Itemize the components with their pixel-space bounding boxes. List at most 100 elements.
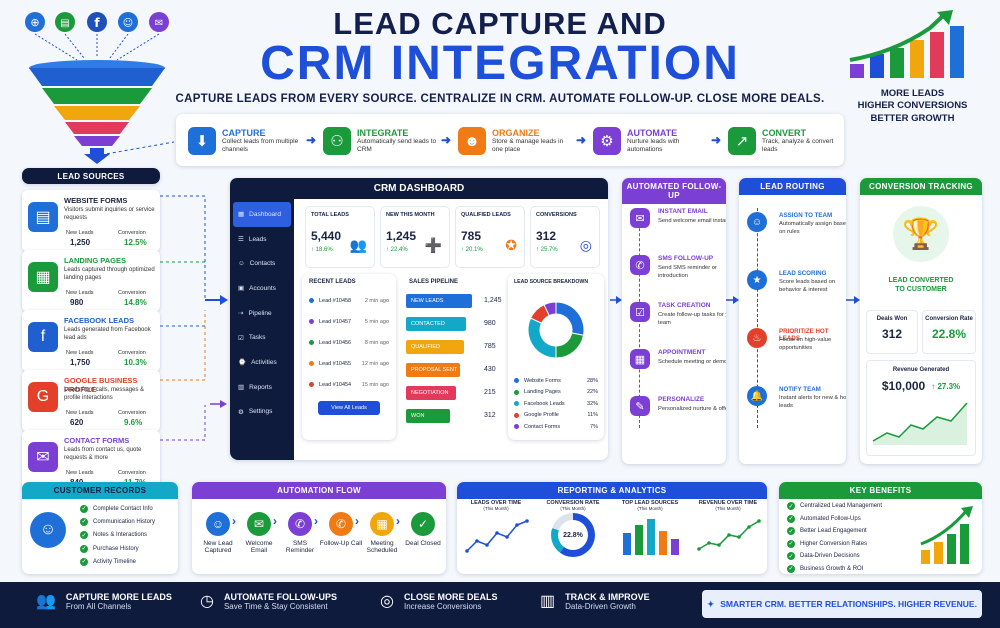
pipeline-stage-value: 312	[484, 412, 496, 419]
recent-lead-row[interactable]: Lead #10458 2 min ago	[309, 290, 389, 311]
legend-name: Google Profile	[524, 412, 559, 419]
lead-time: 8 min ago	[364, 339, 389, 346]
lead-source-card[interactable]: ▦ LANDING PAGES Leads captured through opt…	[22, 250, 160, 312]
kpi-label: TOTAL LEADS	[311, 212, 349, 218]
page-title-line1: LEAD CAPTURE AND	[333, 6, 667, 41]
top-sources-label: TOP LEAD SOURCES	[621, 500, 679, 506]
followup-desc: Create follow-up tasks for your team	[658, 312, 726, 326]
lead-id: Lead #10458	[319, 297, 352, 304]
step-capture: ⬇ CAPTURE Collect leads from multiple chan…	[188, 118, 323, 164]
lead-time: 2 min ago	[364, 297, 389, 304]
crm-dashboard-title: CRM DASHBOARD	[230, 178, 608, 199]
kpi-card: QUALIFIED LEADS 785 ↑ 20.1% ✪	[455, 206, 525, 268]
pipeline-stage-value: 215	[484, 389, 496, 396]
sidebar-item-reports[interactable]: ▥ Reports	[230, 375, 294, 400]
record-label: Activity Timeline	[93, 558, 137, 565]
sidebar-item-label: Settings	[248, 408, 273, 416]
followup-desc: Schedule meeting or demo	[658, 359, 726, 365]
sidebar-item-contacts[interactable]: ☺ Contacts	[230, 251, 294, 276]
followup-item: ☑ TASK CREATION Create follow-up tasks for…	[630, 300, 726, 346]
recent-lead-row[interactable]: Lead #10457 5 min ago	[309, 311, 389, 332]
bottom-feature: 👥 CAPTURE MORE LEADS From All Channels	[36, 591, 172, 611]
record-label: Notes & Interactions	[93, 532, 148, 539]
revenue-over-time-sub: (This Month)	[715, 506, 741, 511]
lead-source-icon: f	[28, 322, 58, 352]
kpi-change: ↑ 22.4%	[386, 247, 408, 253]
sidebar-item-accounts[interactable]: ▣ Accounts	[230, 276, 294, 301]
donut-slice-2	[527, 317, 557, 359]
lead-status-dot	[309, 361, 314, 366]
sidebar-item-settings[interactable]: ⚙ Settings	[230, 400, 294, 425]
view-all-leads-button[interactable]: View All Leads	[318, 401, 380, 415]
legend-pct: 32%	[586, 400, 598, 407]
followup-icon: ✎	[630, 396, 650, 416]
legend-name: Facebook Leads	[524, 400, 565, 407]
bottom-feature-title: CAPTURE MORE LEADS	[65, 591, 172, 602]
top-sources-chart	[623, 519, 679, 555]
pipeline-stage: QUALIFIED 785	[406, 340, 500, 354]
revenue-over-time-label: REVENUE OVER TIME	[698, 500, 758, 506]
conversion-rate-chart-sub: (This Month)	[560, 506, 586, 511]
benefit-item: ✓ Higher Conversion Rates	[787, 538, 882, 551]
routing-desc: Instant alerts for new & hot leads	[779, 395, 846, 409]
check-icon: ✓	[80, 557, 88, 566]
key-benefits-title: KEY BENEFITS	[779, 482, 982, 499]
benefits-growth-icon	[920, 506, 973, 564]
step-desc: Track, analyze & convert leads	[762, 137, 834, 153]
bottom-feature-title: CLOSE MORE DEALS	[403, 591, 498, 602]
sidebar-tasks-icon: ☑	[238, 334, 244, 342]
lead-source-icon: G	[28, 382, 58, 412]
sidebar-item-leads[interactable]: ☰ Leads	[230, 227, 294, 252]
breakdown-legend-item: Google Profile 11%	[514, 410, 598, 422]
routing-desc: Automatically assign based on rules	[779, 221, 846, 235]
step-title: AUTOMATE	[627, 127, 678, 138]
routing-desc: Focus on high-value opportunities	[779, 337, 832, 351]
donut-slice-4	[543, 301, 557, 317]
routing-item: ♨ PRIORITIZE HOT LEADS Focus on high-value…	[747, 328, 846, 384]
lead-source-desc: Leads captured through optimized landing…	[64, 267, 155, 281]
legend-swatch	[514, 424, 519, 430]
legend-name: Contact Forms	[524, 423, 561, 430]
automation-step-icon: ✉	[247, 512, 271, 536]
leads-over-time-label: LEADS OVER TIME	[470, 500, 522, 506]
lead-id: Lead #10457	[319, 318, 352, 325]
lead-source-card[interactable]: G GOOGLE BUSINESS PROFILE Leads from calls…	[22, 370, 160, 432]
lead-source-title: CONTACT FORMS	[64, 436, 130, 445]
automation-flow-step: ▦ Meeting Scheduled	[360, 512, 404, 554]
pipeline-stage: PROPOSAL SENT 430	[406, 363, 500, 377]
routing-title-text: LEAD SCORING	[779, 270, 827, 277]
new-leads-label: New Leads	[66, 410, 94, 416]
bottom-feature: ◎ CLOSE MORE DEALS Increase Conversions	[380, 591, 497, 611]
conversion-value: 9.6%	[124, 418, 143, 427]
sidebar-item-activities[interactable]: ⌚ Activities	[230, 350, 294, 375]
step-arrow-icon: ➜	[441, 133, 452, 147]
recent-lead-row[interactable]: Lead #10456 8 min ago	[309, 332, 389, 353]
conversion-rate-donut: 22.8%	[551, 513, 595, 557]
legend-name: Landing Pages	[524, 389, 561, 396]
check-icon: ✓	[80, 504, 88, 513]
conversion-label: Conversion	[118, 470, 146, 476]
bottom-feature-icon: 👥	[36, 593, 56, 610]
revenue-over-time-chart	[697, 519, 761, 551]
legend-swatch	[514, 389, 519, 395]
sidebar-item-pipeline[interactable]: ⇢ Pipeline	[230, 301, 294, 326]
recent-lead-row[interactable]: Lead #10454 15 min ago	[309, 374, 389, 395]
kpi-card: TOTAL LEADS 5,440 ↑ 18.6% 👥	[305, 206, 375, 268]
lead-source-card[interactable]: ▤ WEBSITE FORMS Visitors submit inquiries …	[22, 190, 160, 252]
pipeline-stage: WON 312	[406, 409, 500, 423]
sidebar-item-tasks[interactable]: ☑ Tasks	[230, 325, 294, 350]
conversion-label: Conversion	[118, 230, 146, 236]
lead-source-desc: Visitors submit inquiries or service req…	[64, 207, 155, 221]
step-automate: ⚙ AUTOMATE Nurture leads with automations	[593, 118, 728, 164]
followup-icon: ✆	[630, 255, 650, 275]
sidebar-item-dashboard[interactable]: ▦ Dashboard	[233, 202, 291, 227]
customer-records-panel: CUSTOMER RECORDS ☺ ✓ Complete Contact Inf…	[22, 482, 178, 574]
lead-source-card[interactable]: f FACEBOOK LEADS Leads generated from Face…	[22, 310, 160, 372]
lead-source-card[interactable]: ✉ CONTACT FORMS Leads from contact us, quo…	[22, 430, 160, 492]
svg-text:▤: ▤	[60, 18, 69, 29]
recent-lead-row[interactable]: Lead #10455 12 min ago	[309, 353, 389, 374]
followup-desc: Personalized nurture & offers	[658, 406, 726, 412]
kpi-card: NEW THIS MONTH 1,245 ↑ 22.4% ➕	[380, 206, 450, 268]
sidebar-contacts-icon: ☺	[238, 260, 245, 268]
pipeline-stage-bar: NEGOTIATION	[406, 386, 456, 400]
